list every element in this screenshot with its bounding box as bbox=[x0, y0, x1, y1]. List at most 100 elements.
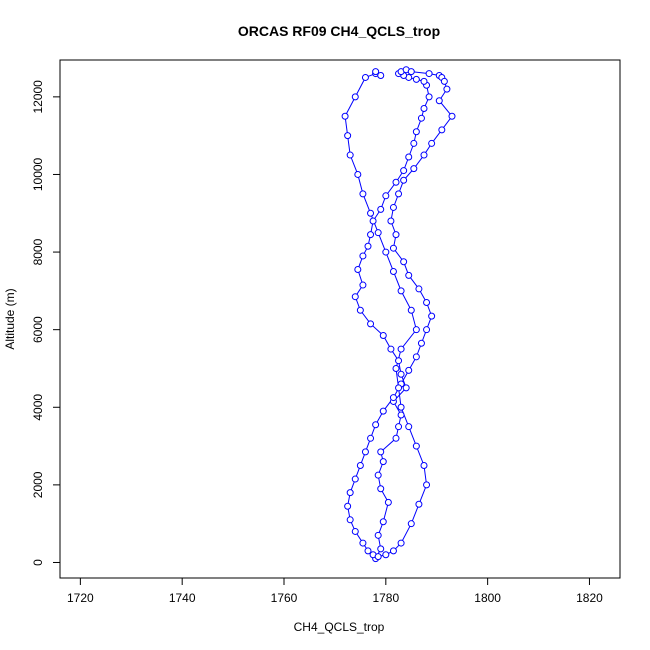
data-point bbox=[402, 384, 410, 392]
data-point bbox=[382, 192, 390, 200]
data-point bbox=[412, 353, 420, 361]
data-point bbox=[415, 500, 423, 508]
data-point bbox=[367, 231, 375, 239]
data-point bbox=[364, 242, 372, 250]
data-point bbox=[405, 271, 413, 279]
data-point bbox=[443, 85, 451, 93]
y-axis-label: Altitude (m) bbox=[3, 288, 17, 349]
y-axis: 0 2000 4000 6000 8000 10000 12000 bbox=[31, 80, 60, 566]
data-point bbox=[351, 527, 359, 535]
data-point bbox=[356, 461, 364, 469]
data-point bbox=[423, 326, 431, 334]
data-point bbox=[395, 423, 403, 431]
data-point bbox=[346, 489, 354, 497]
data-point bbox=[359, 252, 367, 260]
data-point bbox=[392, 364, 400, 372]
y-tick-label: 6000 bbox=[31, 316, 45, 343]
data-point bbox=[405, 366, 413, 374]
x-tick-label: 1720 bbox=[67, 591, 94, 605]
data-point bbox=[374, 471, 382, 479]
series-ch4 bbox=[341, 66, 456, 563]
data-point bbox=[389, 267, 397, 275]
data-point bbox=[405, 153, 413, 161]
data-point bbox=[448, 112, 456, 120]
data-point bbox=[354, 266, 362, 274]
y-tick-label: 8000 bbox=[31, 238, 45, 265]
x-tick-label: 1800 bbox=[474, 591, 501, 605]
data-point bbox=[367, 209, 375, 217]
data-point bbox=[377, 72, 385, 80]
data-point bbox=[405, 423, 413, 431]
data-point bbox=[415, 285, 423, 293]
x-tick-label: 1820 bbox=[576, 591, 603, 605]
data-point bbox=[377, 448, 385, 456]
data-point bbox=[400, 167, 408, 175]
data-point bbox=[395, 190, 403, 198]
data-point bbox=[392, 434, 400, 442]
data-point bbox=[382, 248, 390, 256]
data-point bbox=[356, 306, 364, 314]
data-point bbox=[346, 516, 354, 524]
data-point bbox=[440, 77, 448, 85]
data-point bbox=[417, 114, 425, 122]
data-point bbox=[389, 547, 397, 555]
data-point bbox=[410, 139, 418, 147]
data-point bbox=[397, 287, 405, 295]
data-point bbox=[377, 485, 385, 493]
data-point bbox=[374, 229, 382, 237]
data-point bbox=[420, 461, 428, 469]
data-point bbox=[412, 442, 420, 450]
data-point bbox=[344, 502, 352, 510]
data-point bbox=[420, 105, 428, 112]
data-point bbox=[392, 231, 400, 239]
data-point bbox=[397, 345, 405, 353]
data-point bbox=[389, 394, 397, 402]
data-point bbox=[425, 93, 433, 101]
data-point bbox=[382, 551, 390, 559]
data-point bbox=[379, 407, 387, 415]
data-point bbox=[400, 258, 408, 266]
data-point bbox=[397, 403, 405, 411]
data-point bbox=[395, 384, 403, 392]
x-axis: 1720 1740 1760 1780 1800 1820 bbox=[67, 578, 603, 605]
data-point bbox=[341, 112, 349, 120]
data-point bbox=[374, 553, 382, 561]
data-point bbox=[387, 345, 395, 353]
data-point bbox=[364, 547, 372, 555]
data-point bbox=[420, 77, 428, 85]
data-point bbox=[359, 190, 367, 198]
data-point bbox=[374, 531, 382, 539]
data-point bbox=[359, 281, 367, 289]
data-point bbox=[379, 331, 387, 339]
data-point bbox=[423, 481, 431, 489]
data-point bbox=[344, 132, 352, 140]
y-tick-label: 4000 bbox=[31, 394, 45, 421]
data-point bbox=[351, 475, 359, 483]
x-tick-label: 1760 bbox=[271, 591, 298, 605]
series-line bbox=[344, 69, 453, 559]
data-point bbox=[377, 545, 385, 553]
data-point bbox=[351, 93, 359, 101]
data-point bbox=[407, 68, 415, 76]
data-point bbox=[379, 518, 387, 526]
data-point bbox=[369, 217, 377, 225]
data-point bbox=[361, 73, 369, 81]
y-tick-label: 2000 bbox=[31, 471, 45, 498]
data-point bbox=[428, 312, 436, 320]
data-point bbox=[389, 203, 397, 211]
x-tick-label: 1740 bbox=[169, 591, 196, 605]
plot-frame bbox=[59, 59, 621, 579]
x-axis-label: CH4_QCLS_trop bbox=[294, 620, 385, 634]
data-point bbox=[389, 244, 397, 252]
data-point bbox=[410, 165, 418, 173]
data-point bbox=[367, 320, 375, 328]
data-point bbox=[438, 126, 446, 134]
y-tick-label: 10000 bbox=[31, 157, 45, 191]
data-point bbox=[400, 176, 408, 184]
data-point bbox=[412, 128, 420, 136]
data-point bbox=[359, 539, 367, 547]
data-point bbox=[397, 370, 405, 378]
data-point bbox=[420, 151, 428, 159]
data-point bbox=[384, 498, 392, 506]
